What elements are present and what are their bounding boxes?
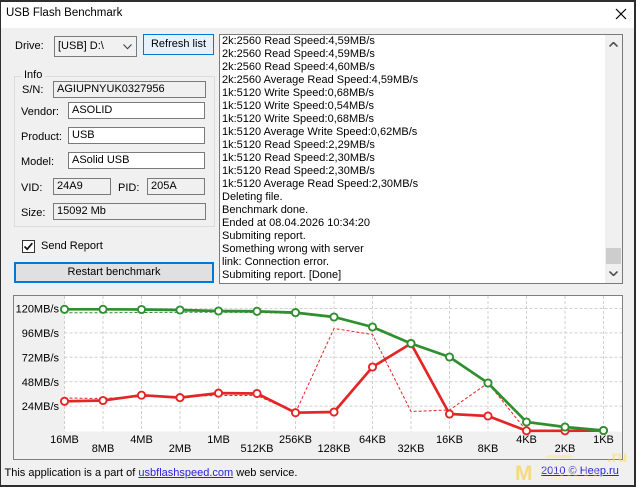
svg-text:24MB/s: 24MB/s — [22, 401, 60, 413]
svg-text:4MB: 4MB — [130, 434, 153, 446]
svg-text:512KB: 512KB — [240, 443, 273, 455]
svg-text:256KB: 256KB — [279, 434, 312, 446]
svg-text:2KB: 2KB — [555, 443, 576, 455]
svg-text:1KB: 1KB — [593, 434, 614, 446]
svg-text:120MB/s: 120MB/s — [16, 304, 60, 316]
svg-text:32KB: 32KB — [398, 443, 425, 455]
svg-text:72MB/s: 72MB/s — [22, 352, 60, 364]
svg-text:64KB: 64KB — [359, 434, 386, 446]
svg-text:1MB: 1MB — [207, 434, 230, 446]
svg-text:8MB: 8MB — [92, 443, 115, 455]
svg-text:2MB: 2MB — [169, 443, 192, 455]
svg-text:128KB: 128KB — [317, 443, 350, 455]
svg-text:4KB: 4KB — [516, 434, 537, 446]
svg-text:16KB: 16KB — [436, 434, 463, 446]
svg-text:8KB: 8KB — [478, 443, 499, 455]
svg-text:96MB/s: 96MB/s — [22, 328, 60, 340]
svg-text:16MB: 16MB — [50, 434, 79, 446]
svg-text:48MB/s: 48MB/s — [22, 377, 60, 389]
